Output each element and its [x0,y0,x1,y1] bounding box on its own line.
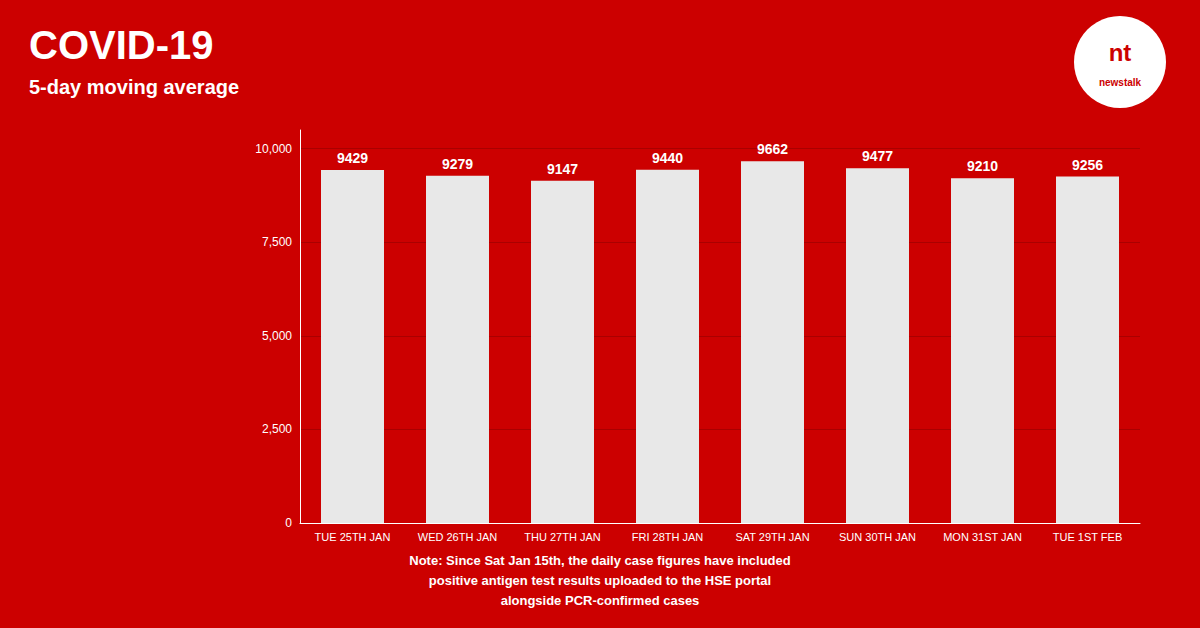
svg-text:THU 27TH JAN: THU 27TH JAN [524,531,600,543]
svg-text:FRI 28TH JAN: FRI 28TH JAN [632,531,704,543]
svg-text:WED 26TH JAN: WED 26TH JAN [418,531,498,543]
svg-text:9210: 9210 [967,158,998,174]
svg-text:9440: 9440 [652,150,683,166]
svg-text:newstalk: newstalk [1099,77,1142,88]
svg-text:9147: 9147 [547,161,578,177]
svg-text:5-day moving average: 5-day moving average [29,76,239,98]
svg-text:9662: 9662 [757,141,788,157]
svg-text:SAT 29TH JAN: SAT 29TH JAN [735,531,809,543]
svg-text:0: 0 [285,516,292,530]
svg-text:COVID-19: COVID-19 [29,23,214,67]
svg-text:TUE 1ST FEB: TUE 1ST FEB [1053,531,1122,543]
svg-text:9429: 9429 [337,150,368,166]
svg-text:5,000: 5,000 [262,329,292,343]
svg-text:TUE 25TH JAN: TUE 25TH JAN [315,531,391,543]
svg-text:SUN 30TH JAN: SUN 30TH JAN [839,531,916,543]
svg-text:positive antigen test results: positive antigen test results uploaded t… [429,573,771,588]
svg-text:7,500: 7,500 [262,235,292,249]
svg-text:9256: 9256 [1072,157,1103,173]
svg-text:nt: nt [1109,39,1132,66]
svg-text:alongside PCR-confirmed cases: alongside PCR-confirmed cases [501,593,700,608]
svg-text:9477: 9477 [862,148,893,164]
svg-text:9279: 9279 [442,156,473,172]
svg-text:2,500: 2,500 [262,422,292,436]
svg-text:MON 31ST JAN: MON 31ST JAN [943,531,1022,543]
svg-text:10,000: 10,000 [255,142,292,156]
svg-text:Note: Since Sat Jan 15th, the: Note: Since Sat Jan 15th, the daily case… [409,553,791,568]
